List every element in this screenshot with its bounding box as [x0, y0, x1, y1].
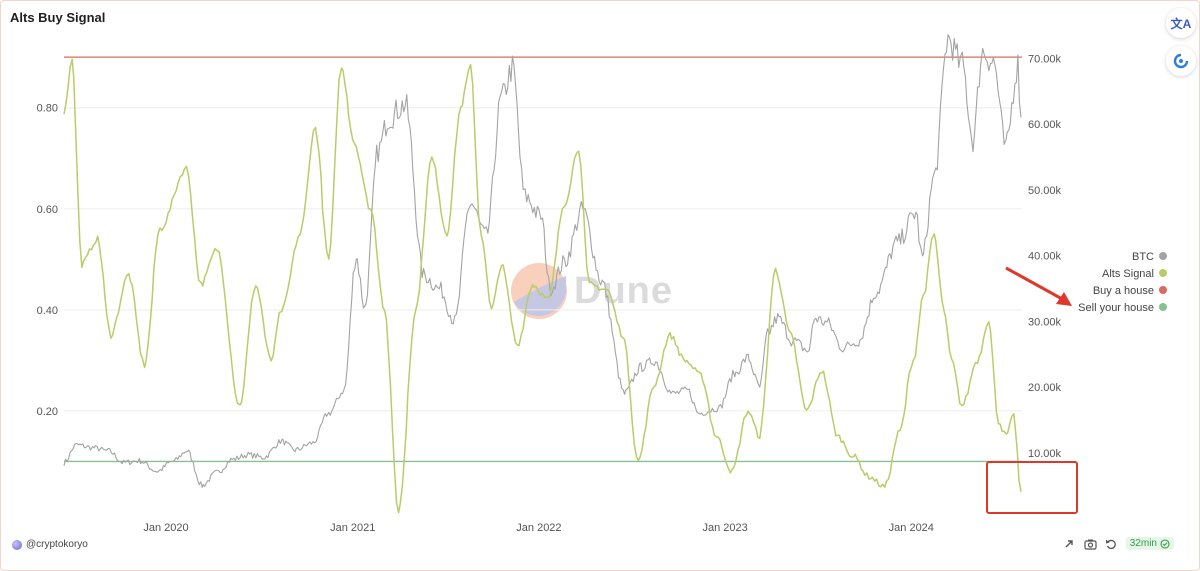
assistant-icon[interactable]: [1166, 46, 1196, 76]
y-right-tick-label: 30.00k: [1028, 316, 1062, 328]
legend-swatch: [1159, 252, 1167, 260]
refresh-label: 32min: [1129, 538, 1157, 549]
series: [63, 34, 1022, 514]
x-tick-label: Jan 2020: [143, 522, 188, 534]
y-left-tick-label: 0.80: [37, 103, 58, 115]
y-left-tick-label: 0.20: [37, 406, 58, 418]
series-line-alts-signal: [63, 58, 1022, 514]
author-avatar: [12, 539, 22, 550]
share-icon[interactable]: [1063, 537, 1076, 550]
reference-lines: [64, 56, 1022, 463]
chart-title: Alts Buy Signal: [10, 10, 106, 25]
chart-toolbar: 32min: [1063, 537, 1174, 550]
legend-item[interactable]: Sell your house: [1078, 300, 1167, 317]
y-left-tick-label: 0.60: [37, 204, 58, 216]
author-name: @cryptokoryo: [26, 539, 88, 550]
axes: 0.20 0.40 0.60 0.80 10.00k 20.00k 30.00k 40.00k…: [37, 53, 1062, 534]
y-right-tick-label: 60.00k: [1028, 119, 1062, 131]
series-line-btc: [63, 34, 1022, 488]
y-right-tick-label: 40.00k: [1028, 251, 1062, 263]
undo-icon[interactable]: [1105, 537, 1118, 550]
legend-swatch: [1159, 303, 1167, 311]
y-right-tick-label: 20.00k: [1028, 382, 1062, 394]
y-right-tick-label: 50.00k: [1028, 185, 1062, 197]
side-tools: 文A: [1166, 8, 1196, 76]
x-tick-label: Jan 2024: [889, 522, 934, 534]
annotation-arrow: [1005, 266, 1072, 306]
legend-label: Sell your house: [1078, 302, 1154, 314]
author-credit[interactable]: @cryptokoryo: [12, 539, 88, 550]
watermark-text: Dune: [574, 269, 673, 312]
legend-label: BTC: [1132, 251, 1154, 263]
translate-icon[interactable]: 文A: [1166, 8, 1196, 38]
legend: BTC Alts Signal Buy a house Sell your house: [1078, 249, 1167, 317]
legend-swatch: [1159, 269, 1167, 277]
x-tick-label: Jan 2021: [330, 522, 375, 534]
y-right-tick-label: 10.00k: [1028, 448, 1062, 460]
x-tick-label: Jan 2022: [516, 522, 561, 534]
legend-label: Buy a house: [1092, 285, 1154, 297]
grid: [64, 107, 1022, 412]
check-circle-icon: [1160, 538, 1170, 549]
legend-item[interactable]: Buy a house: [1078, 283, 1167, 300]
refresh-status-badge[interactable]: 32min: [1125, 537, 1174, 550]
legend-label: Alts Signal: [1102, 268, 1154, 280]
y-right-tick-label: 70.00k: [1028, 53, 1062, 65]
legend-swatch: [1159, 286, 1167, 294]
x-tick-label: Jan 2023: [702, 522, 747, 534]
legend-item[interactable]: BTC: [1078, 249, 1167, 266]
legend-item[interactable]: Alts Signal: [1078, 266, 1167, 283]
camera-icon[interactable]: [1084, 537, 1097, 550]
y-left-tick-label: 0.40: [37, 305, 58, 317]
highlight-box: [986, 461, 1078, 514]
